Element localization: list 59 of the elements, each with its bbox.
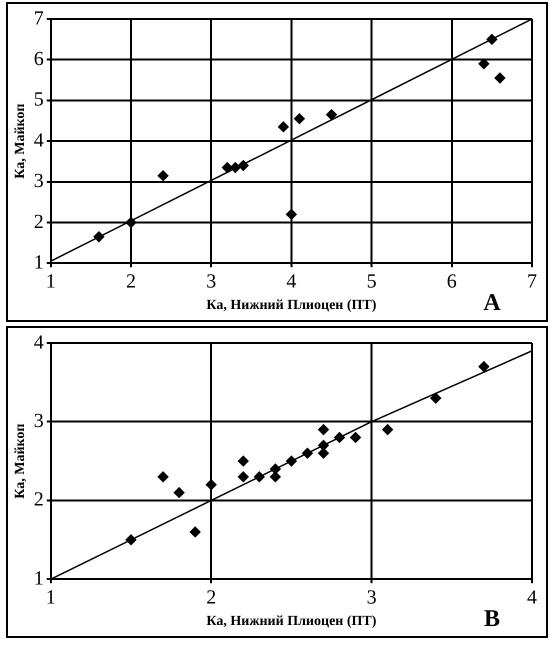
point (318, 448, 329, 459)
x-tick-label: 3 (206, 270, 216, 292)
point (93, 231, 104, 242)
point (318, 440, 329, 451)
point (158, 471, 169, 482)
y-tick-label: 4 (34, 331, 44, 354)
point (238, 456, 249, 467)
point (318, 424, 329, 436)
y-tick-label: 5 (34, 88, 44, 111)
point (334, 432, 346, 443)
point (254, 471, 265, 482)
y-tick-label: 2 (34, 488, 44, 511)
point (278, 121, 289, 132)
y-tick-label: 1 (34, 251, 44, 274)
text: B (484, 606, 500, 632)
point (478, 361, 490, 372)
point (326, 109, 337, 120)
point (190, 526, 201, 538)
y-axis-title: Ка, Майкоп (13, 424, 28, 499)
point (270, 463, 281, 474)
point (230, 162, 241, 174)
point (206, 479, 217, 490)
point (238, 160, 249, 172)
point (158, 170, 169, 182)
x-tick-label: 3 (366, 586, 377, 608)
point (126, 534, 136, 546)
point (350, 432, 362, 443)
point (238, 471, 249, 482)
x-tick-label: 6 (446, 270, 457, 292)
point (126, 217, 136, 228)
x-tick-label: 4 (527, 586, 537, 608)
y-tick-label: 2 (34, 210, 44, 233)
x-tick-label: 2 (206, 586, 216, 608)
point (174, 487, 185, 498)
y-tick-label: 6 (34, 48, 44, 70)
point (222, 162, 233, 174)
x-tick-label: 4 (286, 270, 296, 292)
y-tick-label: 1 (34, 567, 44, 590)
point (478, 58, 490, 70)
x-tick-label: 5 (366, 270, 377, 292)
point (486, 34, 498, 45)
y-axis-title: Ка, Майкоп (13, 104, 28, 179)
point (382, 424, 394, 436)
x-axis-title: Ка, Нижний Плиоцен (ПТ) (206, 298, 377, 314)
point (294, 113, 305, 124)
text: A (483, 290, 502, 316)
point (286, 456, 297, 467)
x-axis-title: Ка, Нижний Плиоцен (ПТ) (206, 614, 377, 630)
y-tick-label: 3 (34, 410, 44, 432)
point (302, 448, 313, 459)
point (286, 208, 297, 220)
x-tick-label: 7 (527, 270, 537, 292)
x-tick-label: 2 (126, 270, 136, 292)
point (494, 72, 506, 84)
y-tick-label: 7 (34, 7, 44, 30)
point (430, 392, 442, 404)
y-tick-label: 4 (34, 129, 44, 152)
y-tick-label: 3 (34, 170, 44, 192)
point (270, 471, 281, 482)
